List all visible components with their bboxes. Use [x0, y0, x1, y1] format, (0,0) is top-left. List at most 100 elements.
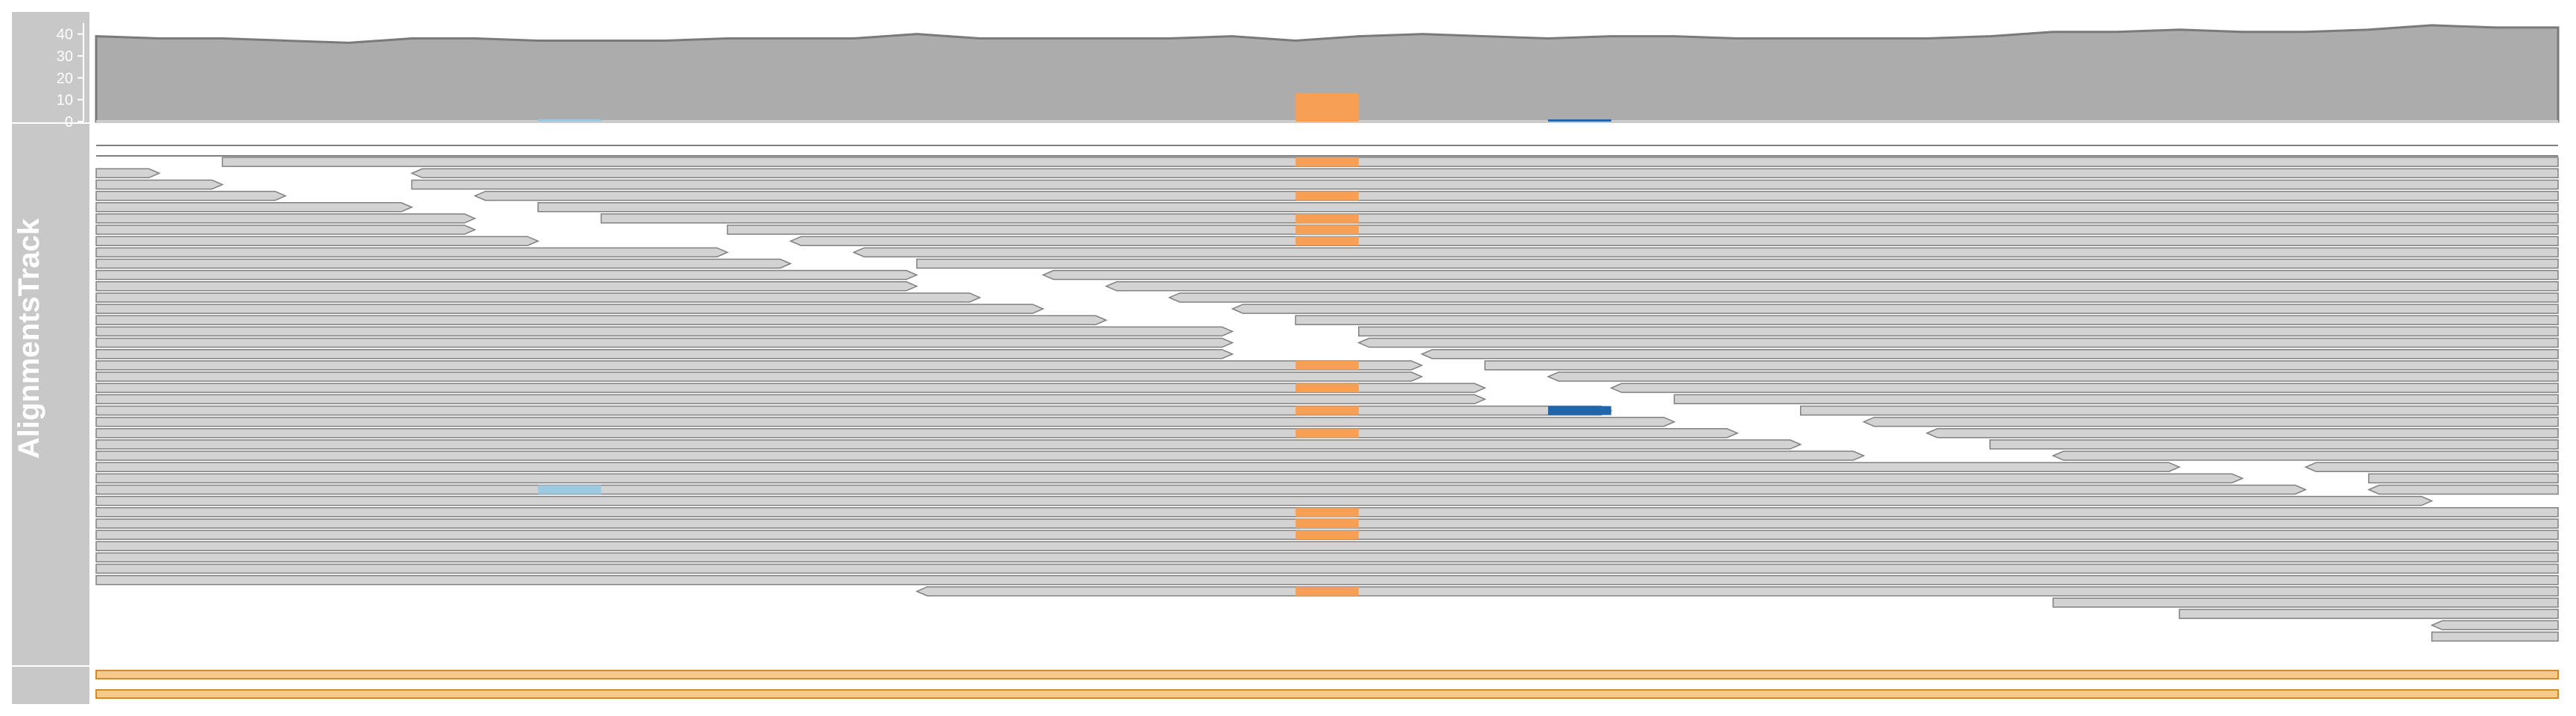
read: [916, 258, 2559, 269]
read: [95, 281, 918, 292]
read: [95, 168, 161, 179]
read-mismatch: [1295, 191, 1359, 201]
read: [1295, 315, 2559, 325]
read-mismatch: [1547, 406, 1611, 415]
read: [1167, 292, 2559, 303]
read-mismatch: [1295, 518, 1359, 528]
read: [95, 179, 224, 190]
coverage-area: [95, 24, 2560, 123]
read: [95, 394, 1487, 405]
read: [1231, 304, 2559, 314]
read-mismatch: [1295, 383, 1359, 393]
read: [95, 405, 1613, 416]
read-mismatch: [1295, 507, 1359, 517]
read: [95, 428, 1739, 439]
read: [2304, 462, 2559, 472]
read-mismatch: [1295, 236, 1359, 246]
read: [1041, 269, 2559, 280]
read: [95, 337, 1234, 348]
read: [411, 179, 2559, 190]
read: [600, 213, 2559, 224]
read: [95, 563, 2559, 574]
read: [2431, 631, 2559, 642]
read: [95, 190, 287, 201]
read-mismatch: [1295, 586, 1359, 596]
read: [221, 157, 2559, 167]
read: [1862, 416, 2559, 427]
read: [852, 247, 2559, 258]
read: [95, 202, 414, 213]
read: [95, 541, 2559, 551]
read: [95, 416, 1676, 427]
read: [95, 383, 1487, 393]
read: [95, 315, 1108, 325]
read: [95, 552, 2559, 563]
annotation-feature: [95, 689, 2559, 699]
read: [95, 495, 2434, 506]
read-mismatch: [1295, 157, 1359, 167]
alignment-title-panel: [12, 124, 89, 665]
coverage-mismatch-bar: [1295, 92, 1359, 122]
read: [2179, 609, 2559, 619]
y-tick-label: 40: [57, 27, 73, 43]
read: [95, 247, 729, 258]
read: [95, 360, 1424, 371]
read-mismatch: [1295, 406, 1359, 415]
read: [789, 236, 2559, 246]
read: [95, 574, 2559, 585]
read-mismatch: [1295, 225, 1359, 235]
read: [1420, 348, 2559, 359]
read: [95, 269, 918, 280]
read: [95, 292, 982, 303]
read: [95, 371, 1424, 382]
read: [95, 304, 1045, 314]
read: [2368, 473, 2559, 484]
read: [1547, 371, 2559, 382]
read: [2430, 620, 2559, 631]
read-mismatch: [1295, 213, 1359, 223]
read: [95, 258, 792, 269]
read-mismatch: [1295, 428, 1359, 438]
y-tick-label: 30: [57, 48, 73, 65]
read: [95, 224, 477, 235]
read: [473, 190, 2559, 201]
read: [1357, 337, 2559, 348]
y-tick-label: 10: [57, 92, 73, 109]
read: [537, 202, 2559, 213]
read: [2367, 484, 2559, 495]
read: [1484, 360, 2559, 371]
read-mismatch: [1295, 360, 1359, 370]
read: [95, 473, 2244, 484]
read: [1609, 383, 2559, 393]
read: [1799, 405, 2559, 416]
read: [915, 586, 2559, 597]
read: [1358, 326, 2559, 337]
coverage-mismatch-bar: [1547, 119, 1611, 122]
coverage-mismatch-bar: [537, 119, 602, 122]
read: [727, 224, 2559, 235]
read: [95, 484, 2308, 495]
read: [95, 348, 1234, 359]
read: [2052, 597, 2559, 608]
read: [95, 326, 1234, 337]
track-title: AlignmentsTrack: [13, 218, 45, 459]
read: [410, 168, 2559, 179]
read: [95, 213, 477, 224]
read-mismatch: [1295, 530, 1359, 540]
read: [1989, 439, 2559, 450]
read: [1925, 428, 2559, 439]
y-tick-label: 20: [57, 70, 73, 87]
annotation-feature: [95, 670, 2559, 679]
y-tick-label: 0: [65, 114, 73, 131]
read: [2051, 450, 2559, 461]
read: [95, 236, 540, 246]
read: [95, 439, 1802, 450]
read-mismatch: [537, 485, 602, 494]
read: [95, 450, 1866, 461]
read: [1105, 281, 2559, 292]
coverage-title-panel: [12, 12, 89, 122]
read: [95, 462, 2181, 472]
read: [1673, 394, 2559, 405]
bottom-title-panel: [12, 667, 89, 704]
